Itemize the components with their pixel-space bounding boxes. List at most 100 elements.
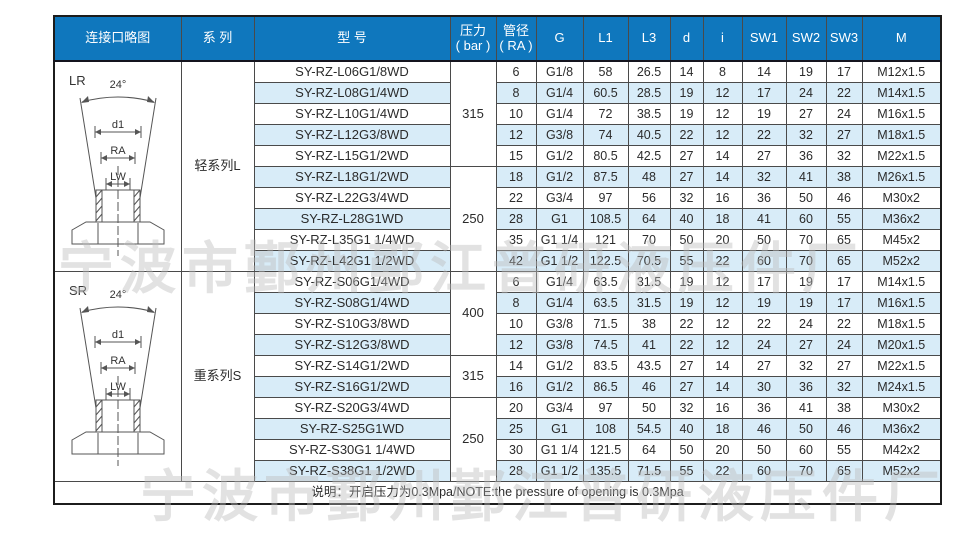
value-cell-sw2: 50 xyxy=(785,418,827,440)
value-cell-sw3: 55 xyxy=(825,439,863,461)
value-cell-l1: 83.5 xyxy=(582,355,629,377)
value-cell-m: M14x1.5 xyxy=(861,82,942,104)
value-cell-d: 27 xyxy=(669,355,704,377)
value-cell-l1: 97 xyxy=(582,397,629,419)
column-header: 连接口略图 xyxy=(53,15,182,62)
value-cell-g: G3/4 xyxy=(535,187,584,209)
value-cell-i: 20 xyxy=(702,229,743,251)
value-cell-sw1: 22 xyxy=(741,124,787,146)
svg-text:d1: d1 xyxy=(112,119,124,131)
value-cell-g: G1 xyxy=(535,208,584,230)
value-cell-l1: 97 xyxy=(582,187,629,209)
value-cell-m: M14x1.5 xyxy=(861,271,942,293)
sketch-label: SR xyxy=(69,283,88,298)
value-cell-d: 55 xyxy=(669,250,704,272)
value-cell-sw2: 50 xyxy=(785,187,827,209)
value-cell-g: G1/4 xyxy=(535,292,584,314)
connection-sketch-sr: SR 24° d1 RA LW xyxy=(53,271,182,482)
value-cell-l1: 122.5 xyxy=(582,250,629,272)
column-header: G xyxy=(535,15,584,62)
table-row: SY-RZ-S20G3/4WD 250 20 G3/4 97 50 32 16 36 41 38 M3… xyxy=(54,397,942,482)
value-cell-l1: 74 xyxy=(582,124,629,146)
value-cell-ra: 10 xyxy=(495,103,537,125)
value-cell-g: G3/4 xyxy=(535,397,584,419)
value-cell-sw1: 50 xyxy=(741,439,787,461)
value-cell-sw1: 14 xyxy=(741,60,787,83)
value-cell-d: 19 xyxy=(669,82,704,104)
model-cell: SY-RZ-S30G1 1/4WD xyxy=(253,439,451,461)
value-cell-sw1: 19 xyxy=(741,292,787,314)
pressure-cell: 400 xyxy=(449,271,497,356)
value-cell-m: M36x2 xyxy=(861,208,942,230)
value-cell-ra: 20 xyxy=(495,397,537,419)
value-cell-ra: 16 xyxy=(495,376,537,398)
value-cell-sw2: 41 xyxy=(785,397,827,419)
column-header: SW2 xyxy=(785,15,827,62)
header-row: 连接口略图系 列型 号压力 ( bar ) 管径 ( RA ) G L1 L3 d i SW1… xyxy=(53,15,942,62)
column-header: i xyxy=(702,15,743,62)
value-cell-sw2: 24 xyxy=(785,82,827,104)
value-cell-sw3: 38 xyxy=(825,397,863,419)
value-cell-sw3: 46 xyxy=(825,187,863,209)
fitting-diagram-lr: 24° d1 RA LW xyxy=(71,79,165,256)
value-cell-m: M36x2 xyxy=(861,418,942,440)
value-cell-sw2: 24 xyxy=(785,313,827,335)
fitting-diagram-sr: 24° d1 RA LW xyxy=(71,289,165,466)
pressure-cell: 315 xyxy=(449,60,497,167)
value-cell-g: G1/2 xyxy=(535,376,584,398)
value-cell-g: G1 1/2 xyxy=(535,250,584,272)
value-cell-sw1: 19 xyxy=(741,103,787,125)
svg-text:LW: LW xyxy=(110,381,126,393)
value-cell-ra: 14 xyxy=(495,355,537,377)
value-cell-sw3: 65 xyxy=(825,460,863,482)
value-cell-d: 40 xyxy=(669,208,704,230)
value-cell-l1: 72 xyxy=(582,103,629,125)
value-cell-ra: 25 xyxy=(495,418,537,440)
value-cell-i: 14 xyxy=(702,166,743,188)
value-cell-m: M45x2 xyxy=(861,229,942,251)
value-cell-d: 40 xyxy=(669,418,704,440)
value-cell-ra: 22 xyxy=(495,187,537,209)
table-row: SY-RZ-S12G3/8WD 12 G3/8 74.5 41 22 12 24 27 24 M20… xyxy=(54,334,942,356)
value-cell-m: M22x1.5 xyxy=(861,355,942,377)
value-cell-g: G1 1/2 xyxy=(535,460,584,482)
table-row: SY-RZ-S14G1/2WD 315 14 G1/2 83.5 43.5 27 14 27 32… xyxy=(54,355,942,398)
value-cell-m: M52x2 xyxy=(861,250,942,272)
value-cell-ra: 6 xyxy=(495,271,537,293)
value-cell-d: 55 xyxy=(669,460,704,482)
value-cell-l3: 43.5 xyxy=(627,355,671,377)
value-cell-g: G1 1/4 xyxy=(535,439,584,461)
model-cell: SY-RZ-L42G1 1/2WD xyxy=(253,250,451,272)
value-cell-i: 22 xyxy=(702,460,743,482)
value-cell-sw2: 60 xyxy=(785,439,827,461)
value-cell-l3: 54.5 xyxy=(627,418,671,440)
value-cell-ra: 28 xyxy=(495,208,537,230)
value-cell-l1: 63.5 xyxy=(582,271,629,293)
value-cell-g: G3/8 xyxy=(535,334,584,356)
model-cell: SY-RZ-L15G1/2WD xyxy=(253,145,451,167)
value-cell-d: 27 xyxy=(669,145,704,167)
value-cell-sw2: 36 xyxy=(785,376,827,398)
value-cell-l3: 70.5 xyxy=(627,250,671,272)
model-cell: SY-RZ-S10G3/8WD xyxy=(253,313,451,335)
value-cell-d: 19 xyxy=(669,103,704,125)
svg-text:d1: d1 xyxy=(112,329,124,341)
value-cell-sw1: 36 xyxy=(741,397,787,419)
value-cell-g: G1 xyxy=(535,418,584,440)
value-cell-ra: 10 xyxy=(495,313,537,335)
value-cell-l1: 87.5 xyxy=(582,166,629,188)
value-cell-l3: 26.5 xyxy=(627,60,671,83)
column-header: M xyxy=(861,15,942,62)
value-cell-m: M16x1.5 xyxy=(861,292,942,314)
value-cell-l3: 31.5 xyxy=(627,292,671,314)
table-row: SY-RZ-L12G3/8WD 12 G3/8 74 40.5 22 12 22 32 27 M18… xyxy=(54,124,942,146)
value-cell-l1: 58 xyxy=(582,60,629,83)
value-cell-d: 50 xyxy=(669,439,704,461)
value-cell-ra: 42 xyxy=(495,250,537,272)
value-cell-m: M12x1.5 xyxy=(861,60,942,83)
value-cell-m: M26x1.5 xyxy=(861,166,942,188)
value-cell-sw1: 27 xyxy=(741,355,787,377)
value-cell-sw1: 41 xyxy=(741,208,787,230)
value-cell-l1: 135.5 xyxy=(582,460,629,482)
value-cell-g: G1/8 xyxy=(535,60,584,83)
